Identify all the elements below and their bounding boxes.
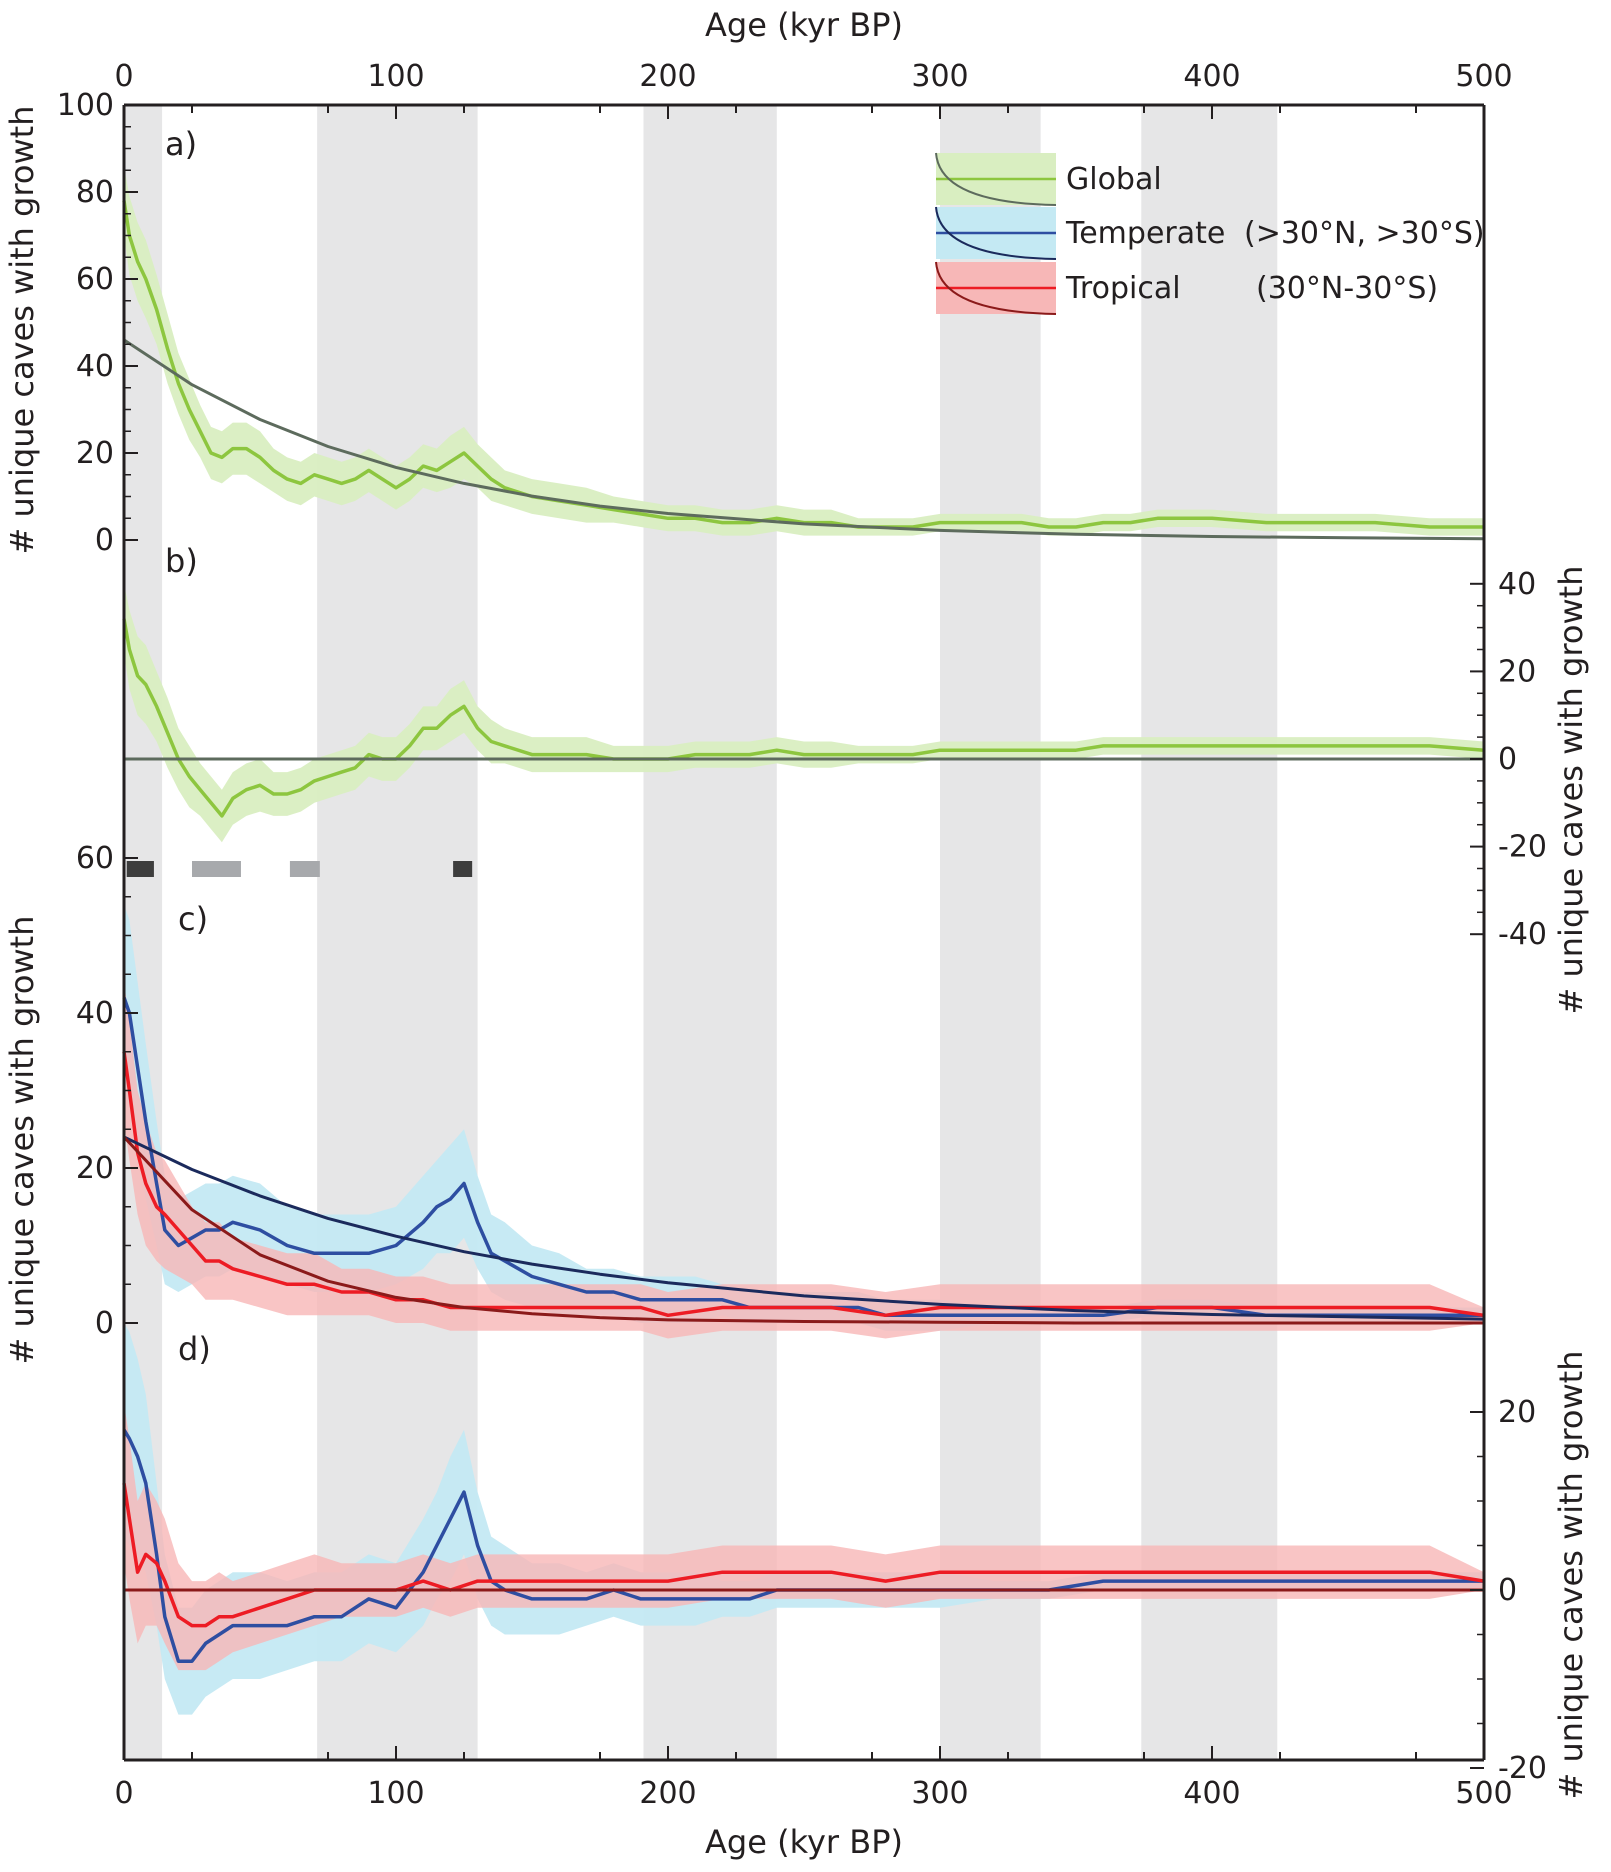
panel-d-y-axis-title: # unique caves with growth [1552, 1351, 1590, 1800]
legend-region-1: (>30°N, >30°S) [1244, 216, 1485, 251]
panel-c-ytick-label-60: 60 [76, 841, 114, 876]
panel-b-line-global [122, 618, 1485, 818]
panel-label-a: a) [165, 125, 197, 163]
top-tick-label-400: 400 [1183, 59, 1240, 94]
bottom-tick-label-200: 200 [639, 1776, 696, 1811]
panel-a-ytick-label-60: 60 [76, 262, 114, 297]
panel-d-ytick-label-0: 0 [1498, 1573, 1517, 1608]
panel-c-line-fit_tropical [122, 1135, 1484, 1325]
event-marker-0 [126, 861, 154, 877]
top-tick-label-500: 500 [1455, 59, 1512, 94]
legend-label-0: Global [1066, 162, 1162, 197]
panel-c-line-temperate [122, 996, 1484, 1318]
event-marker-3 [453, 861, 473, 877]
panel-label-d: d) [178, 1330, 211, 1368]
panel-label-c: c) [178, 900, 208, 938]
bottom-tick-label-0: 0 [114, 1776, 133, 1811]
panel-c-line-tropical [122, 1051, 1485, 1318]
glacial-interval-shading [124, 105, 1278, 1760]
bottom-tick-label-400: 400 [1183, 1776, 1240, 1811]
panel-a-ytick-label-80: 80 [76, 175, 114, 210]
uncertainty-bands [124, 165, 1484, 1715]
bottom-tick-label-500: 500 [1455, 1776, 1512, 1811]
legend-swatch-fit-2 [935, 261, 1057, 315]
shaded-interval-2 [643, 105, 777, 1760]
panel-label-b: b) [165, 542, 198, 580]
panel-a-line-fit [123, 338, 1485, 541]
panel-c-ytick-label-0: 0 [95, 1306, 114, 1341]
panel-d-band-tropical [124, 1403, 1484, 1671]
event-marker-2 [289, 861, 320, 877]
panel-b-y-axis-title: # unique caves with growth [1552, 566, 1590, 1015]
panel-b-ytick-label--40: -40 [1498, 917, 1547, 952]
legend-label-1: Temperate [1065, 216, 1225, 251]
panel-b-ytick-label-0: 0 [1498, 742, 1517, 777]
panel-b-ytick-label--20: -20 [1498, 830, 1547, 865]
legend-swatch-fit-1 [935, 206, 1057, 260]
panel-d-line-tropical [122, 1482, 1485, 1628]
legend-region-2: (30°N-30°S) [1256, 271, 1438, 306]
panel-d-band-temperate [124, 1323, 1484, 1715]
panel-c-ytick-label-40: 40 [76, 996, 114, 1031]
bottom-tick-label-300: 300 [911, 1776, 968, 1811]
shaded-interval-3 [940, 105, 1041, 1760]
panel-c-y-axis-title: # unique caves with growth [3, 916, 41, 1365]
legend-label-2: Tropical [1065, 271, 1181, 306]
event-markers [126, 861, 473, 877]
event-marker-1 [192, 861, 241, 877]
top-tick-label-100: 100 [367, 59, 424, 94]
panel-b-ytick-label-20: 20 [1498, 654, 1536, 689]
panel-d-ytick-label--20: -20 [1498, 1751, 1547, 1786]
series-lines [122, 200, 1485, 1663]
top-x-axis-title: Age (kyr BP) [705, 6, 903, 44]
panel-c-band-temperate [124, 904, 1484, 1331]
panel-a-ytick-label-40: 40 [76, 349, 114, 384]
panel-a-band-global [124, 165, 1484, 536]
legend: Global Temperate (>30°N, >30°S) Tropical (30… [935, 152, 1485, 315]
panel-c-band-tropical [124, 982, 1484, 1339]
panel-a-ytick-label-100: 100 [57, 88, 114, 123]
legend-swatch-fit-0 [935, 152, 1057, 206]
top-tick-label-300: 300 [911, 59, 968, 94]
panel-a-line-global [122, 200, 1484, 529]
bottom-x-axis-title: Age (kyr BP) [705, 1823, 903, 1861]
panel-c-ytick-label-20: 20 [76, 1151, 114, 1186]
panel-a-ytick-label-0: 0 [95, 523, 114, 558]
panel-c-line-fit_temperate [123, 1135, 1485, 1321]
bottom-tick-label-100: 100 [367, 1776, 424, 1811]
top-tick-label-200: 200 [639, 59, 696, 94]
top-tick-label-0: 0 [114, 59, 133, 94]
panel-a-y-axis-title: # unique caves with growth [3, 106, 41, 555]
panel-a-ytick-label-20: 20 [76, 436, 114, 471]
shaded-interval-4 [1141, 105, 1278, 1760]
panel-b-ytick-label-40: 40 [1498, 567, 1536, 602]
panel-d-ytick-label-20: 20 [1498, 1395, 1536, 1430]
